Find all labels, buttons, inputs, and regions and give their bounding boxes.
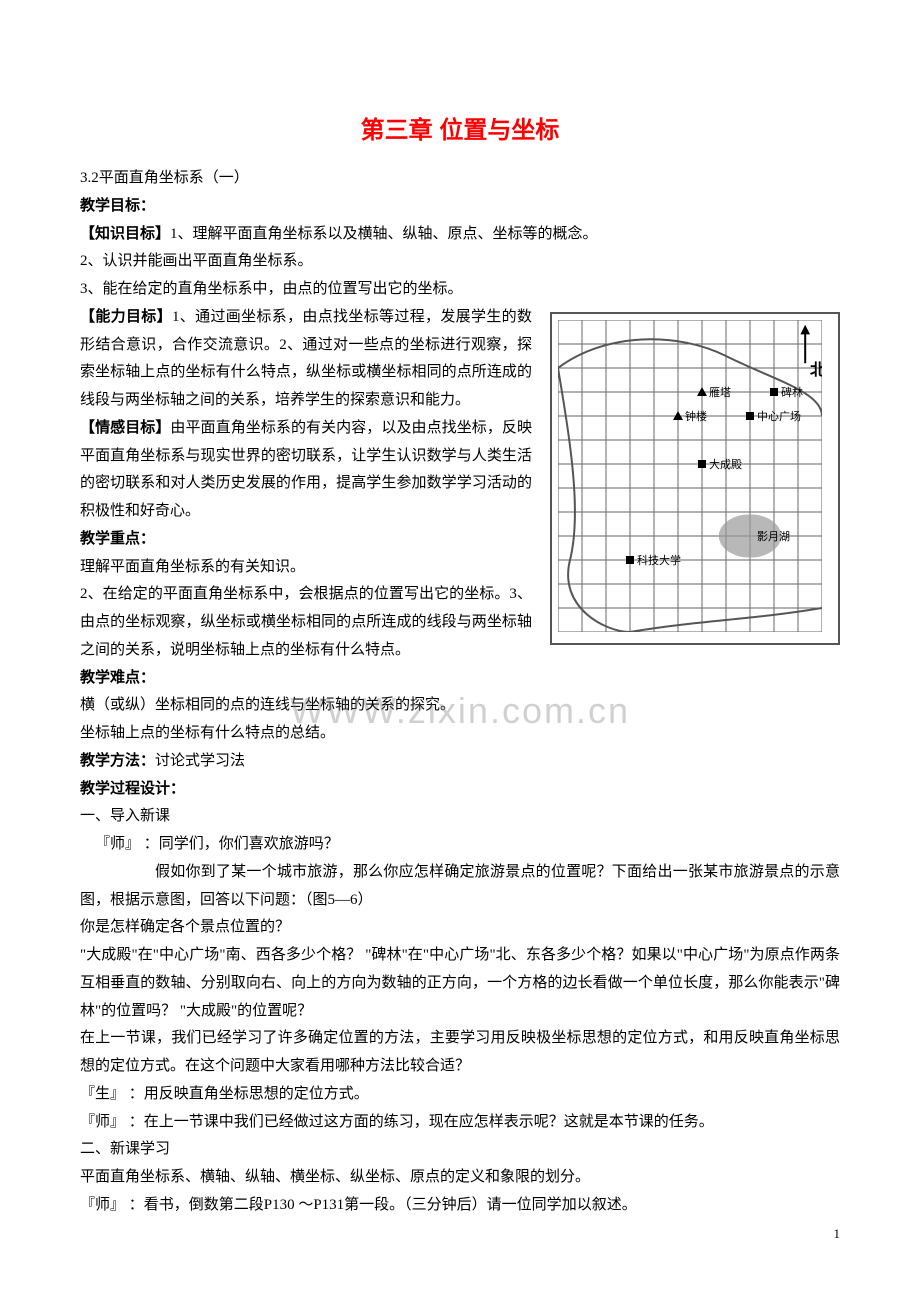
focus-line-1: 理解平面直角坐标系的有关知识。 (80, 554, 532, 582)
heading-process: 教学过程设计： (80, 776, 840, 804)
difficulty-line-1: 横（或纵）坐标相同的点的连线与坐标轴的关系的探究。 (80, 692, 840, 720)
proc-9: 二、新课学习 (80, 1136, 840, 1164)
map-svg: 北雁塔 碑林钟楼 中心广场大成殿影月湖科技大学 (558, 320, 822, 632)
page-number: 1 (834, 1226, 841, 1242)
svg-text:雁塔: 雁塔 (709, 386, 731, 399)
chapter-title: 第三章 位置与坐标 (80, 110, 840, 145)
heading-method: 教学方法：讨论式学习法 (80, 748, 840, 776)
knowledge-line-3: 3、能在给定的直角坐标系中，由点的位置写出它的坐标。 (80, 276, 840, 304)
proc-2: 『师』 ：同学们，你们喜欢旅游吗？ (80, 831, 840, 859)
proc-10: 平面直角坐标系、横轴、纵轴、横坐标、纵坐标、原点的定义和象限的划分。 (80, 1164, 840, 1192)
proc-11: 『师』 ：看书，倒数第二段P130 ～P131第一段。（三分钟后）请一位同学加以… (80, 1192, 840, 1220)
proc-3: 假如你到了某一个城市旅游，那么你应怎样确定旅游景点的位置呢？下面给出一张某市旅游… (80, 859, 840, 915)
svg-text:中心广场: 中心广场 (757, 409, 801, 423)
proc-7: 『生』 ：用反映直角坐标思想的定位方式。 (80, 1081, 840, 1109)
heading-difficulty: 教学难点： (80, 665, 840, 693)
proc-8: 『师』 ：在上一节课中我们已经做过这方面的练习，现在应怎样表示呢？这就是本节课的… (80, 1109, 840, 1137)
svg-text:北: 北 (810, 361, 822, 379)
svg-text:影月湖: 影月湖 (757, 530, 790, 543)
proc-4: 你是怎样确定各个景点位置的？ (80, 914, 840, 942)
svg-text:大成殿: 大成殿 (709, 457, 742, 471)
focus-line-2: 2、在给定的平面直角坐标系中，会根据点的位置写出它的坐标。3、由点的坐标观察，纵… (80, 581, 532, 664)
svg-text:碑林: 碑林 (781, 385, 803, 399)
knowledge-line-1: 【知识目标】1、理解平面直角坐标系以及横轴、纵轴、原点、坐标等的概念。 (80, 221, 840, 249)
difficulty-line-2: 坐标轴上点的坐标有什么特点的总结。 (80, 720, 840, 748)
subtitle: 3.2平面直角坐标系（一） (80, 165, 840, 193)
ability-block: 【能力目标】1、通过画坐标系，由点找坐标等过程，发展学生的数形结合意识，合作交流… (80, 304, 532, 415)
heading-goals: 教学目标： (80, 193, 840, 221)
emotion-block: 【情感目标】由平面直角坐标系的有关内容，以及由点找坐标，反映平面直角坐标系与现实… (80, 415, 532, 526)
map-figure: 北雁塔 碑林钟楼 中心广场大成殿影月湖科技大学 (550, 312, 840, 645)
knowledge-line-2: 2、认识并能画出平面直角坐标系。 (80, 248, 840, 276)
proc-6: 在上一节课，我们已经学习了许多确定位置的方法，主要学习用反映极坐标思想的定位方式… (80, 1025, 840, 1081)
proc-5: "大成殿"在"中心广场"南、西各多少个格？ "碑林"在"中心广场"北、东各多少个… (80, 942, 840, 1025)
svg-text:科技大学: 科技大学 (637, 553, 681, 567)
proc-1: 一、导入新课 (80, 803, 840, 831)
heading-focus: 教学重点： (80, 526, 532, 554)
svg-text:钟楼: 钟楼 (685, 409, 707, 423)
